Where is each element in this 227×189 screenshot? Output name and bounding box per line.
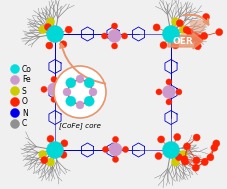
Circle shape (183, 143, 190, 150)
Circle shape (196, 36, 203, 43)
Circle shape (10, 108, 20, 118)
Circle shape (201, 33, 208, 40)
Circle shape (65, 26, 72, 33)
Circle shape (47, 142, 64, 159)
Circle shape (103, 146, 109, 152)
Circle shape (76, 101, 84, 109)
Circle shape (193, 157, 200, 164)
Circle shape (190, 35, 197, 42)
Circle shape (51, 96, 57, 102)
FancyArrow shape (168, 33, 203, 49)
Circle shape (63, 88, 71, 96)
Circle shape (207, 154, 214, 161)
Circle shape (39, 150, 47, 158)
Circle shape (181, 156, 188, 163)
Circle shape (84, 78, 94, 88)
Circle shape (10, 98, 20, 106)
Circle shape (163, 85, 175, 98)
Circle shape (163, 142, 180, 159)
Circle shape (174, 133, 181, 140)
Circle shape (153, 24, 160, 31)
Circle shape (84, 96, 94, 106)
Circle shape (182, 158, 188, 165)
Circle shape (156, 89, 162, 95)
Circle shape (216, 29, 223, 36)
Circle shape (60, 41, 67, 48)
Wedge shape (189, 20, 207, 38)
Circle shape (111, 23, 118, 29)
Circle shape (47, 26, 64, 43)
Circle shape (46, 42, 53, 49)
Circle shape (10, 64, 20, 74)
Circle shape (47, 158, 54, 166)
Circle shape (66, 78, 76, 88)
Text: Co: Co (22, 64, 32, 74)
Text: S: S (22, 87, 27, 95)
Circle shape (10, 87, 20, 95)
Circle shape (10, 119, 20, 129)
Circle shape (111, 43, 118, 49)
Circle shape (211, 144, 218, 151)
Circle shape (113, 136, 118, 143)
Circle shape (176, 20, 183, 27)
Circle shape (113, 156, 118, 162)
Circle shape (121, 33, 128, 39)
Circle shape (10, 75, 20, 84)
FancyArrowPatch shape (184, 15, 208, 25)
Circle shape (108, 29, 121, 43)
Circle shape (66, 96, 76, 106)
Circle shape (202, 13, 210, 20)
Circle shape (213, 140, 220, 147)
Circle shape (61, 140, 68, 147)
Circle shape (109, 143, 122, 156)
Circle shape (192, 32, 199, 39)
Circle shape (76, 75, 84, 83)
Circle shape (179, 26, 187, 34)
Text: O: O (22, 98, 28, 106)
Circle shape (51, 76, 57, 82)
Circle shape (176, 89, 182, 95)
Circle shape (166, 79, 172, 85)
Circle shape (175, 154, 182, 161)
Circle shape (123, 146, 128, 152)
Text: N: N (22, 108, 28, 118)
Circle shape (47, 135, 54, 142)
Circle shape (158, 136, 165, 143)
Circle shape (89, 88, 97, 96)
Circle shape (160, 42, 167, 49)
Circle shape (194, 43, 201, 50)
Circle shape (47, 83, 60, 96)
Circle shape (193, 134, 200, 141)
Circle shape (41, 157, 48, 164)
Circle shape (183, 26, 190, 33)
FancyArrowPatch shape (60, 44, 105, 84)
Circle shape (166, 99, 172, 105)
Circle shape (186, 28, 193, 36)
Circle shape (155, 153, 162, 160)
Circle shape (171, 158, 180, 166)
Text: [CoFe] core: [CoFe] core (59, 122, 101, 129)
Circle shape (192, 164, 199, 171)
Circle shape (201, 159, 208, 166)
Circle shape (41, 86, 47, 92)
Text: C: C (22, 119, 27, 129)
Text: OER: OER (173, 36, 193, 46)
Circle shape (172, 42, 179, 49)
Circle shape (163, 26, 180, 43)
Circle shape (101, 33, 108, 39)
Circle shape (44, 24, 52, 31)
Circle shape (54, 66, 106, 118)
Circle shape (179, 150, 187, 158)
Circle shape (60, 151, 67, 158)
Circle shape (171, 18, 180, 26)
Text: Fe: Fe (22, 75, 31, 84)
Circle shape (61, 86, 67, 92)
Circle shape (47, 18, 54, 26)
Circle shape (39, 26, 47, 34)
Circle shape (185, 36, 192, 43)
